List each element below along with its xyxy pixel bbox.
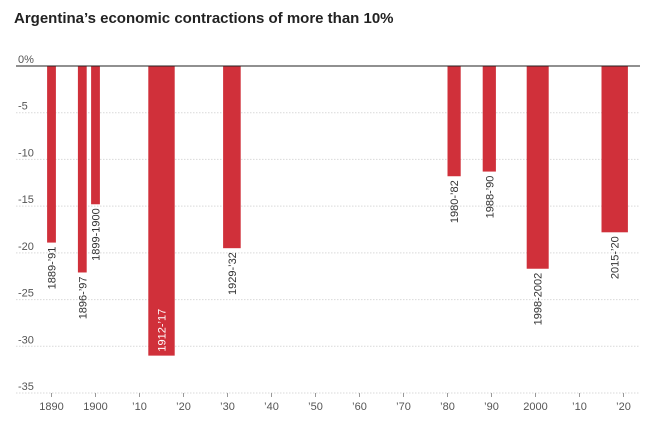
- x-tick-label: ’80: [440, 401, 455, 413]
- x-tick-label: ’40: [264, 401, 279, 413]
- bar: [148, 66, 175, 356]
- bar: [447, 66, 461, 177]
- bar-label: 2015-’20: [610, 236, 622, 279]
- bar-label: 1980-’82: [449, 180, 461, 223]
- bar-label: 1998-2002: [533, 273, 545, 326]
- y-tick-label: 0%: [18, 54, 34, 66]
- bar-label: 1896-’97: [77, 276, 89, 319]
- bar-labels: 1889-’91 1896-’97 1899-1900 1912-’17 1929-’3…: [47, 176, 622, 352]
- x-tick-label: 1890: [39, 401, 63, 413]
- bar: [47, 66, 56, 243]
- y-tick-label: -15: [18, 194, 34, 206]
- bar: [223, 66, 241, 249]
- x-tick-label: 1900: [83, 401, 107, 413]
- y-tick-label: -25: [18, 288, 34, 300]
- bars: [47, 66, 628, 356]
- y-tick-label: -10: [18, 147, 34, 159]
- x-tick-label: 2000: [523, 401, 547, 413]
- y-tick-label: -20: [18, 241, 34, 253]
- bar-label: 1929-’32: [227, 252, 239, 295]
- x-tick-label: ’60: [352, 401, 367, 413]
- x-tick-label: ’50: [308, 401, 323, 413]
- bar: [482, 66, 496, 172]
- chart-title: Argentina’s economic contractions of mor…: [14, 10, 394, 27]
- bar: [91, 66, 100, 205]
- bar-label: 1988-’90: [484, 176, 496, 219]
- bar-label: 1912-’17: [157, 309, 169, 352]
- y-tick-label: -30: [18, 334, 34, 346]
- x-tick-label: ’20: [616, 401, 631, 413]
- y-tick-label: -35: [18, 381, 34, 393]
- bar-label: 1889-’91: [47, 247, 59, 290]
- y-tick-label: -5: [18, 101, 28, 113]
- bar: [77, 66, 87, 273]
- bar: [526, 66, 549, 269]
- bar: [601, 66, 628, 233]
- x-tick-label: ’10: [572, 401, 587, 413]
- x-tick-label: ’30: [220, 401, 235, 413]
- x-tick-label: ’70: [396, 401, 411, 413]
- x-tick-label: ’10: [132, 401, 147, 413]
- x-tick-labels: 1890 1900 ’10 ’20 ’30 ’40 ’50 ’60 ’70 ’80 ’90 2000 ’…: [39, 393, 631, 413]
- x-tick-label: ’90: [484, 401, 499, 413]
- y-tick-labels: 0% -5 -10 -15 -20 -25 -30 -35: [18, 54, 34, 393]
- x-tick-label: ’20: [176, 401, 191, 413]
- bar-label: 1899-1900: [91, 208, 103, 261]
